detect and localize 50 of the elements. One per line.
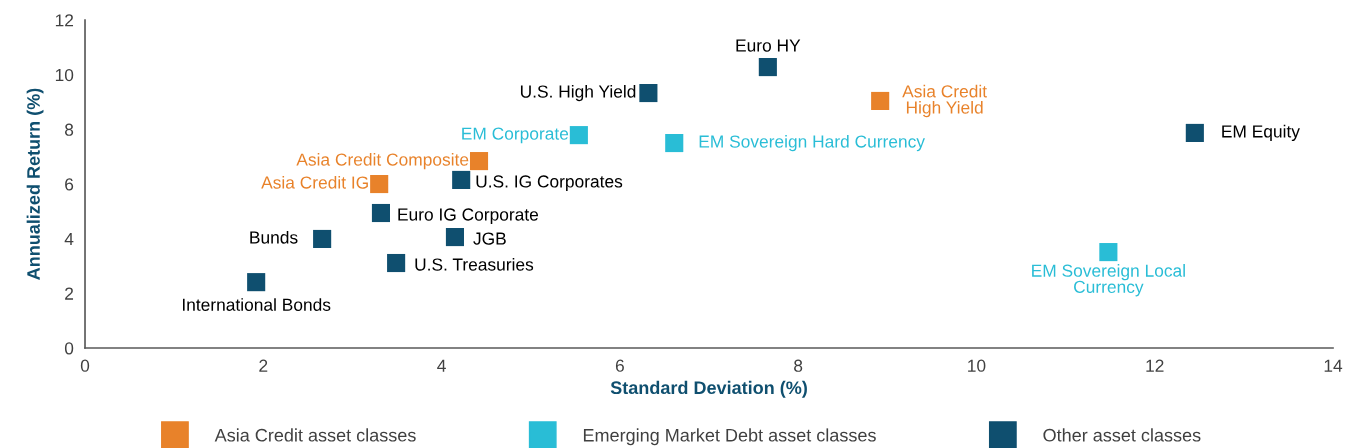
data-label: Asia Credit High Yield bbox=[902, 84, 987, 118]
y-tick-label: 6 bbox=[65, 178, 74, 191]
point bbox=[387, 253, 406, 273]
x-tick-label: 6 bbox=[615, 359, 624, 372]
point bbox=[247, 273, 266, 292]
data-label: U.S. IG Corporates bbox=[476, 175, 623, 192]
point bbox=[871, 91, 890, 111]
point bbox=[445, 228, 465, 247]
data-label: International Bonds bbox=[182, 298, 331, 311]
data-label: Asia Credit Composite bbox=[296, 152, 469, 170]
x-tick-label: 14 bbox=[1324, 359, 1343, 372]
y-tick-label: 12 bbox=[55, 14, 74, 27]
data-label: Asia Credit IG bbox=[261, 175, 368, 189]
point bbox=[639, 83, 658, 103]
data-label: JGB bbox=[473, 232, 506, 245]
y-tick-label: 10 bbox=[55, 68, 74, 82]
data-label: U.S. High Yield bbox=[520, 84, 636, 102]
point bbox=[1185, 123, 1204, 142]
data-label: EM Sovereign Local Currency bbox=[1032, 264, 1185, 297]
point bbox=[569, 126, 588, 145]
data-label: EM Equity bbox=[1222, 124, 1300, 142]
point bbox=[313, 229, 332, 249]
point bbox=[665, 133, 684, 153]
legend-label: Emerging Market Debt asset classes bbox=[583, 428, 876, 446]
point bbox=[371, 203, 391, 223]
x-tick-label: 10 bbox=[968, 359, 986, 372]
x-tick-label: 8 bbox=[794, 359, 803, 372]
y-tick-label: 8 bbox=[65, 123, 74, 136]
data-label: U.S. Treasuries bbox=[415, 257, 534, 271]
legend-label: Asia Credit asset classes bbox=[214, 428, 416, 442]
data-label: Euro IG Corporate bbox=[398, 208, 539, 225]
y-axis-title: Annualized Return (%) bbox=[26, 88, 44, 280]
x-tick-label: 4 bbox=[437, 359, 446, 372]
legend-label: Other asset classes bbox=[1043, 428, 1201, 442]
y-tick-label: 4 bbox=[64, 233, 74, 245]
x-axis-title: Standard Deviation (%) bbox=[610, 380, 807, 398]
y-tick-label: 2 bbox=[65, 287, 74, 300]
x-tick-label: 2 bbox=[259, 359, 268, 372]
y-tick-label: 0 bbox=[64, 342, 74, 355]
data-label: EM Corporate bbox=[462, 127, 569, 144]
point bbox=[452, 170, 471, 189]
point bbox=[1099, 243, 1118, 262]
data-label: Bunds bbox=[250, 230, 298, 244]
point bbox=[758, 58, 777, 77]
data-label: EM Sovereign Hard Currency bbox=[699, 134, 925, 152]
x-tick-label: 12 bbox=[1146, 359, 1164, 372]
point bbox=[469, 152, 489, 171]
point bbox=[370, 174, 389, 194]
x-tick-label: 0 bbox=[80, 359, 90, 372]
data-label: Euro HY bbox=[736, 39, 801, 52]
